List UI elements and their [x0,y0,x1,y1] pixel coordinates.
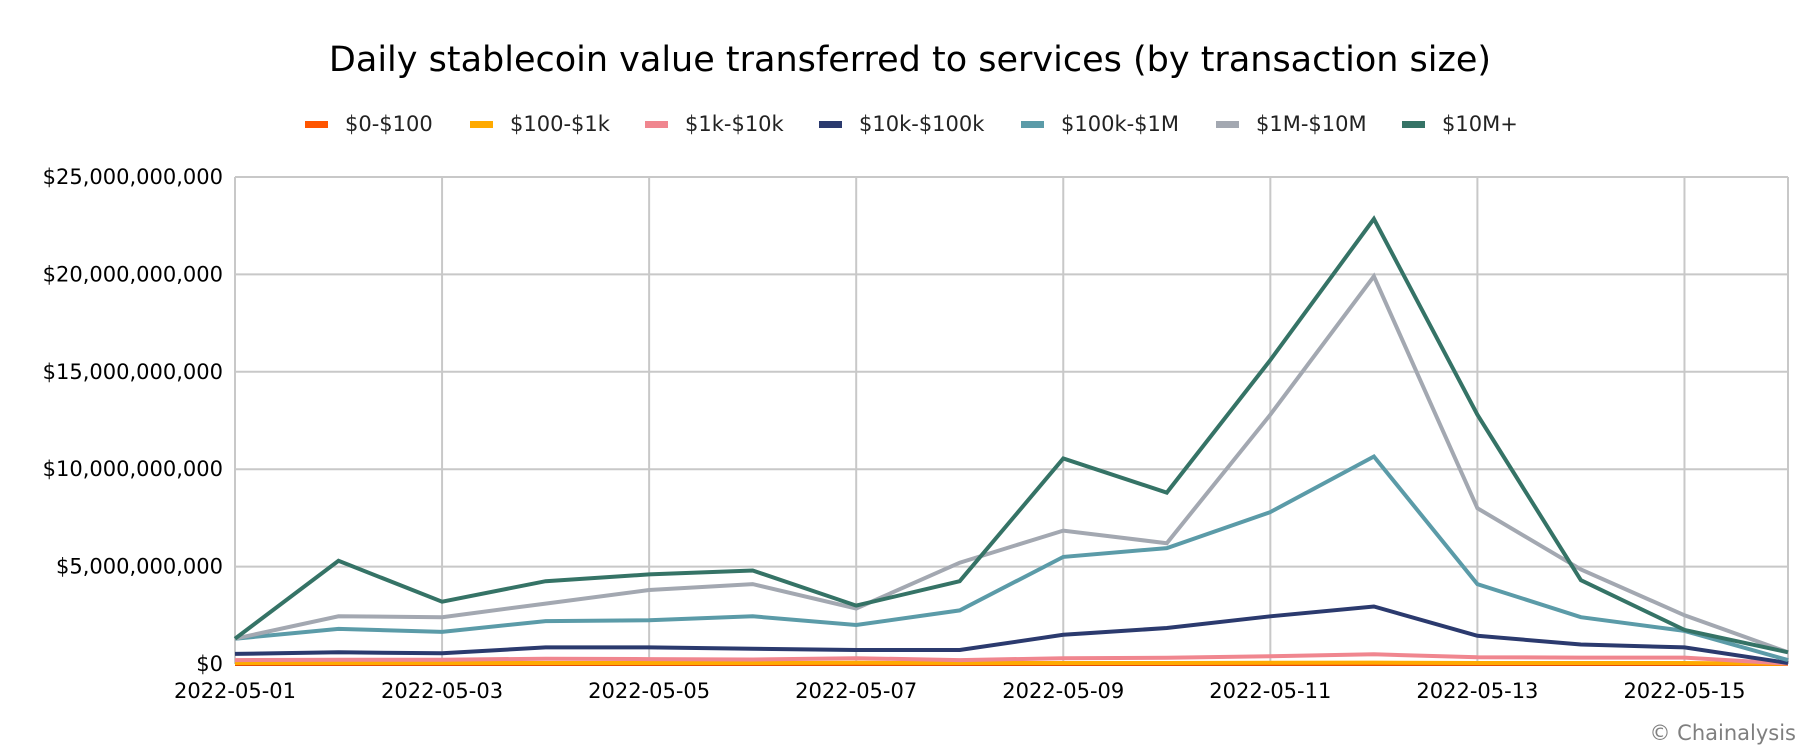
y-tick-label: $15,000,000,000 [43,360,223,384]
legend-item[interactable]: $100k-$1M [1021,110,1179,138]
series-layer [233,215,1789,666]
legend-label: $1M-$10M [1256,112,1367,136]
chart-title: Daily stablecoin value transferred to se… [328,40,1492,80]
x-tick-label: 2022-05-11 [1209,679,1331,703]
legend-label: $10k-$100k [859,112,985,136]
legend-item[interactable]: $1M-$10M [1216,110,1367,138]
legend-label: $100-$1k [510,112,610,136]
y-tick-label: $5,000,000,000 [56,555,223,579]
series-line-10mplus [233,215,1789,655]
label-layer: $0 $5,000,000,000 $10,000,000,000 $15,000,0… [43,165,1746,703]
legend-label: $10M+ [1442,112,1518,136]
legend-item[interactable]: $10k-$100k [819,110,984,138]
legend-swatch-icon [645,120,668,128]
x-tick-label: 2022-05-03 [381,679,503,703]
x-tick-label: 2022-05-05 [588,679,710,703]
series-line-1m-10m [234,272,1789,655]
legend-item[interactable]: $10M+ [1402,110,1518,138]
series-line-1k-10k [234,652,1789,666]
legend-swatch-icon [1216,120,1239,128]
legend-item[interactable]: $100-$1k [470,110,610,138]
y-tick-label: $20,000,000,000 [43,262,223,286]
legend-swatch-icon [470,120,493,128]
legend-swatch-icon [1021,120,1044,128]
series-line-100-1k [235,660,1789,666]
x-tick-label: 2022-05-15 [1623,679,1745,703]
y-tick-label: $25,000,000,000 [43,165,223,189]
x-tick-label: 2022-05-09 [1002,679,1124,703]
legend-item[interactable]: $1k-$10k [645,110,784,138]
axis-layer [234,177,1788,666]
legend-label: $1k-$10k [685,112,784,136]
x-tick-label: 2022-05-13 [1416,679,1538,703]
copyright-text: © Chainalysis [1649,721,1796,745]
series-line-100k-1m [234,453,1789,663]
legend-swatch-icon [305,120,328,128]
legend-label: $100k-$1M [1061,112,1180,136]
legend-swatch-icon [1402,120,1425,128]
x-tick-label: 2022-05-07 [795,679,917,703]
x-tick-label: 2022-05-01 [174,679,296,703]
legend-swatch-icon [819,120,842,128]
grid-layer [234,176,1789,664]
legend-label: $0-$100 [345,112,433,136]
y-tick-label: $0 [196,652,223,676]
y-tick-label: $10,000,000,000 [43,457,223,481]
legend-item[interactable]: $0-$100 [305,110,433,138]
series-line-10k-100k [234,604,1789,665]
legend: $0-$100 $100-$1k $1k-$10k $10k-$100k $100k-$… [0,110,1820,138]
